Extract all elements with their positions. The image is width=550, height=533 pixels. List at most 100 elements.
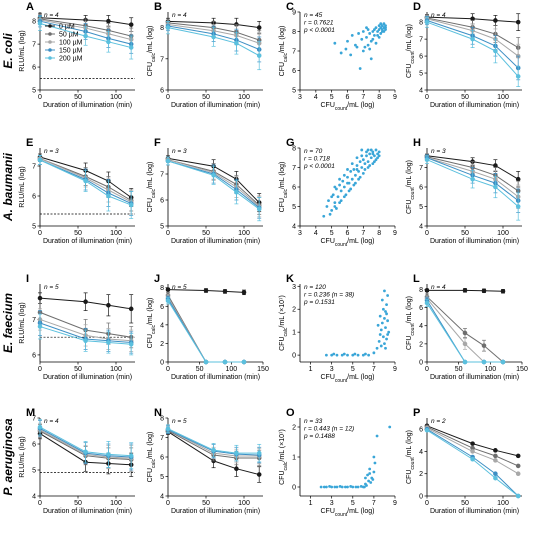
scatter-point	[372, 351, 376, 355]
data-point	[203, 359, 209, 365]
scatter-point	[373, 28, 376, 31]
scatter-point	[336, 195, 340, 199]
scatter-point	[380, 321, 384, 325]
y-tick-label: 6	[160, 88, 164, 95]
y-tick-label: 7	[32, 317, 36, 324]
series-line	[426, 20, 519, 69]
scatter-point	[330, 195, 334, 199]
series-line	[167, 23, 260, 44]
scatter-point	[374, 158, 378, 162]
row-label-organism: E. faecium	[1, 293, 15, 353]
series-line	[39, 429, 132, 459]
x-axis-label: Duration of illumination (min)	[171, 238, 260, 245]
annotation: p = 0.1488	[303, 433, 335, 440]
panel-E: E 0 50 100 5 6 7 Duration of illumination (min)…	[19, 137, 135, 245]
y-tick-label: 7	[160, 56, 164, 63]
series-line	[426, 156, 519, 192]
series-line	[167, 27, 260, 57]
data-point	[128, 202, 134, 208]
y-axis-label: CFUcalc/mL (log)	[147, 26, 157, 77]
x-tick-label: 100	[497, 500, 509, 507]
x-tick-label: 4	[314, 94, 318, 101]
series-line	[167, 300, 244, 363]
series-line	[39, 158, 132, 203]
data-point	[493, 163, 498, 168]
scatter-point	[330, 485, 334, 489]
series-line	[426, 429, 519, 497]
panel-letter: I	[26, 273, 29, 285]
scatter-point	[358, 67, 362, 70]
data-point	[462, 341, 468, 347]
x-tick-label: 0	[425, 366, 429, 373]
scatter-point	[338, 177, 341, 181]
data-point	[424, 427, 430, 433]
x-tick-label: 50	[74, 94, 82, 101]
annotation: n = 3	[44, 148, 59, 155]
data-point	[83, 33, 88, 39]
data-point	[481, 288, 487, 294]
scatter-point	[340, 353, 344, 357]
y-tick-label: 5	[419, 71, 423, 78]
y-tick-label: 6	[419, 185, 423, 192]
y-tick-label: 7	[32, 42, 36, 49]
scatter-point	[360, 154, 364, 158]
data-point	[241, 359, 247, 365]
series-line	[167, 298, 244, 363]
data-point	[470, 456, 475, 462]
scatter-point	[354, 173, 357, 177]
scatter-point	[368, 467, 372, 471]
y-tick-label: 5	[32, 88, 36, 95]
scatter-point	[340, 485, 344, 489]
y-tick-label: 1	[292, 330, 296, 337]
y-tick-label: 0	[419, 494, 423, 501]
panel-B: B 0 50 100 6 7 8 Duration of illumination (min)…	[147, 1, 263, 109]
x-tick-label: 100	[110, 230, 122, 237]
panel-letter: K	[286, 273, 294, 285]
y-tick-label: 5	[32, 468, 36, 475]
series-line	[39, 430, 132, 461]
x-tick-label: 100	[484, 366, 496, 373]
series-line	[167, 429, 260, 456]
scatter-point	[368, 32, 372, 35]
series-line	[167, 428, 260, 454]
annotation: n = 3	[431, 148, 446, 155]
data-point	[128, 22, 134, 27]
scatter-point	[373, 154, 376, 158]
x-tick-label: 6	[346, 94, 350, 101]
panel-M: M 0 50 100 4 5 6 7 Duration of illumination (min…	[19, 407, 135, 515]
scatter-point	[332, 352, 336, 356]
scatter-point	[377, 150, 381, 154]
series-line	[39, 156, 132, 198]
scatter-point	[353, 352, 357, 356]
scatter-point	[385, 312, 388, 316]
scatter-point	[386, 294, 390, 297]
scatter-point	[324, 485, 328, 489]
data-point	[515, 453, 521, 459]
y-tick-label: 5	[160, 474, 164, 481]
y-tick-label: 4	[160, 494, 164, 501]
y-tick-label: 2	[292, 425, 296, 432]
series-line	[426, 427, 519, 475]
series-line	[167, 430, 260, 459]
scatter-point	[341, 179, 345, 183]
y-tick-label: 6	[419, 305, 423, 312]
scatter-point	[385, 303, 388, 307]
y-tick-label: 8	[419, 287, 423, 294]
scatter-point	[352, 168, 356, 171]
scatter-point	[351, 485, 355, 489]
scatter-point	[328, 485, 331, 488]
y-tick-label: 6	[32, 442, 36, 449]
x-tick-label: 3	[330, 366, 334, 373]
annotation: r = 0.7621	[304, 20, 334, 27]
scatter-point	[366, 160, 370, 164]
scatter-point	[325, 205, 329, 208]
panel-letter: O	[286, 407, 295, 419]
data-point	[234, 189, 239, 195]
x-tick-label: 3	[298, 230, 302, 237]
y-axis-label: CFUcalc/mL (log)	[147, 162, 157, 213]
y-tick-label: 5	[419, 204, 423, 211]
scatter-point	[374, 148, 378, 152]
scatter-point	[384, 310, 387, 313]
scatter-point	[378, 333, 382, 336]
x-axis-label: Duration of illumination (min)	[43, 374, 132, 381]
